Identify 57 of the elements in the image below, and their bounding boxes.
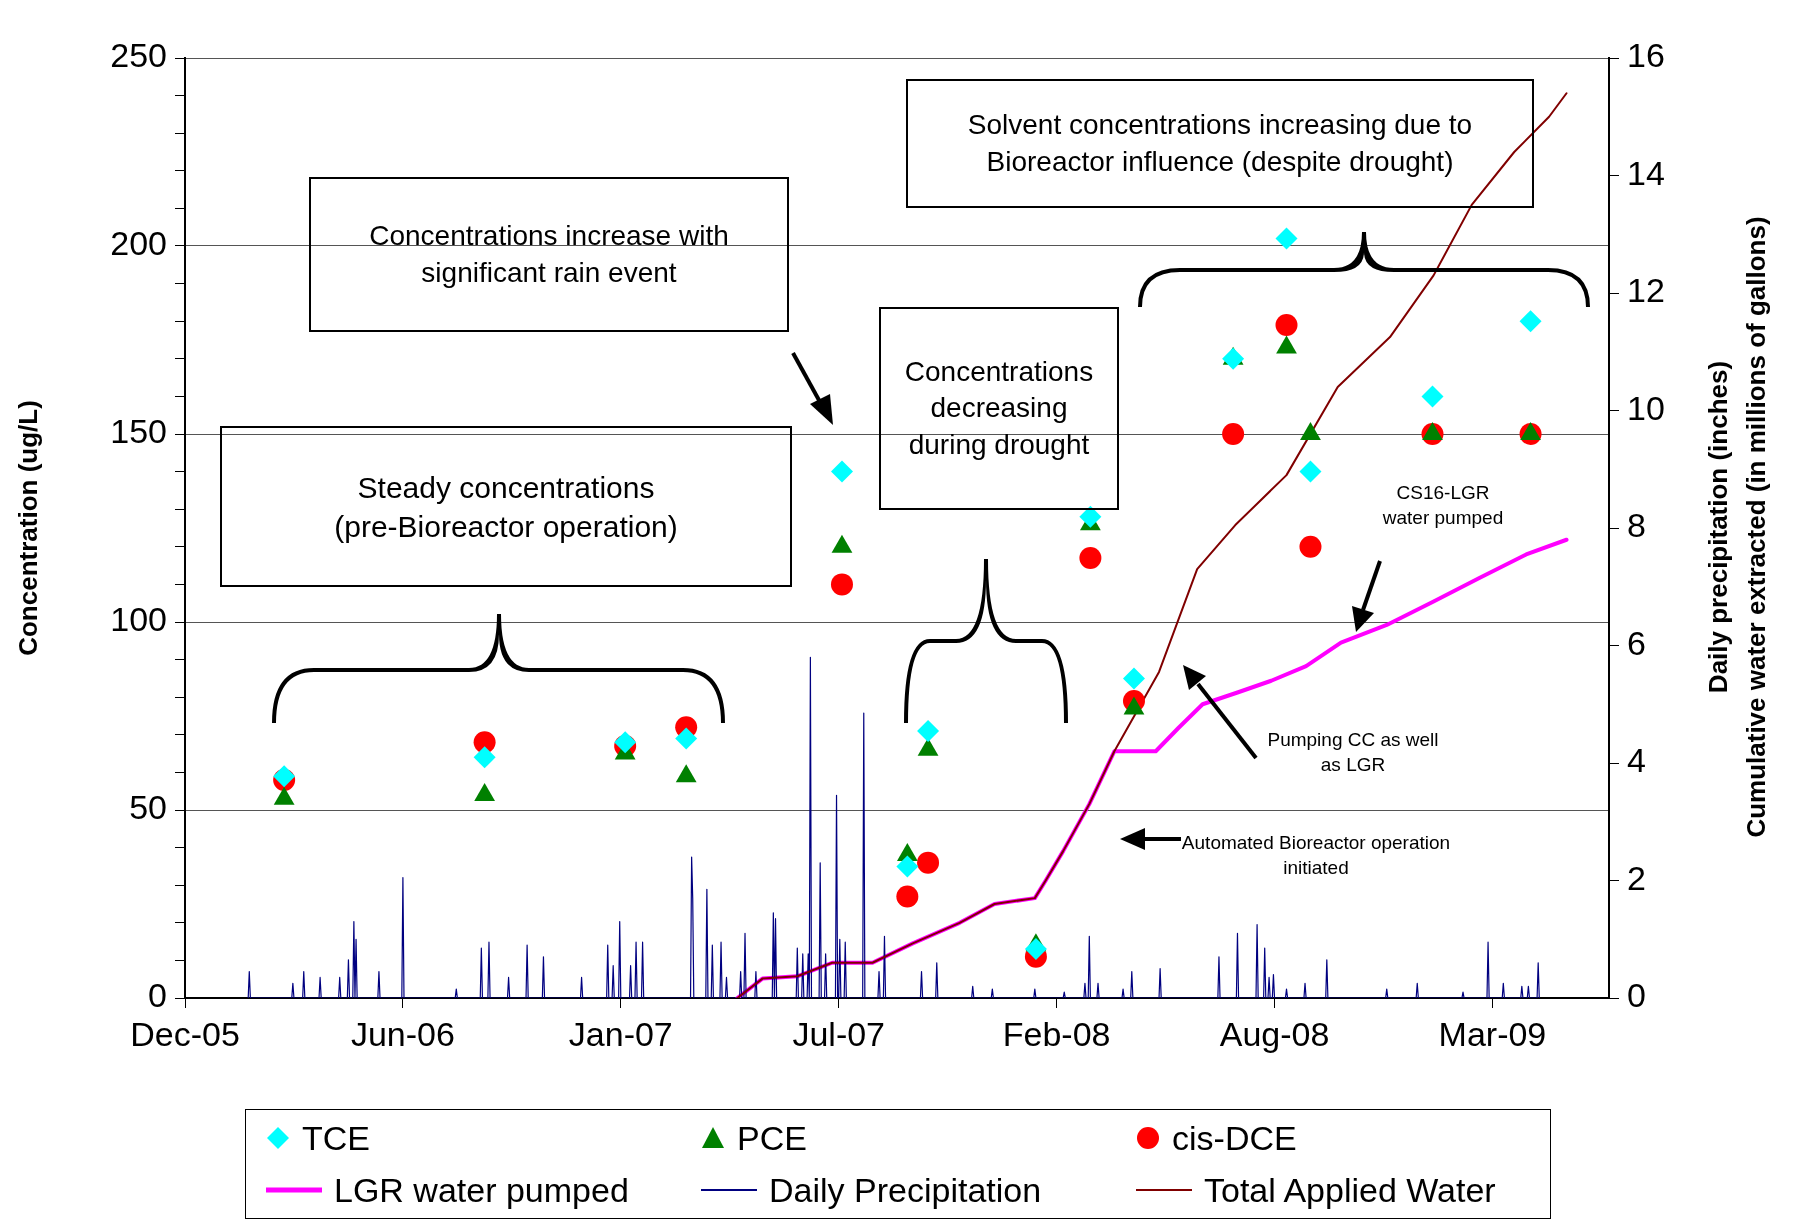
- y-tick-label: 150: [110, 412, 167, 451]
- x-tick-label: Jun-06: [350, 1014, 455, 1053]
- y-tick-label: 200: [110, 224, 167, 263]
- annotation: Pumping CC as well as LGR: [1267, 728, 1439, 777]
- y2-tick-label: 16: [1627, 36, 1665, 75]
- point: [1024, 938, 1047, 961]
- point: [1222, 347, 1245, 370]
- point: [1299, 535, 1322, 558]
- x-tick-label: Jul-07: [792, 1014, 886, 1053]
- point: [1079, 547, 1102, 570]
- y-axis-title: Concentration (ug/L): [12, 400, 43, 656]
- y2-axis-title: Daily precipitation (inches) Cumulative water extracted (in millions of gallons): [1702, 216, 1772, 838]
- point: [1519, 310, 1542, 333]
- x-tick-label: Jan-07: [568, 1014, 673, 1053]
- x-tick-label: Mar-09: [1438, 1014, 1547, 1053]
- annotation: Automated Bioreactor operation initiated: [1181, 831, 1451, 880]
- annotation: Concentrations increase with significant rain event: [309, 177, 789, 332]
- point: [896, 885, 919, 908]
- y2-tick-label: 14: [1627, 153, 1665, 192]
- point: [1122, 667, 1145, 690]
- y-tick-label: 250: [110, 36, 167, 75]
- x-tick-label: Aug-08: [1219, 1014, 1330, 1053]
- point: [917, 851, 940, 874]
- y-tick-label: 0: [148, 976, 167, 1015]
- y2-tick-label: 2: [1627, 858, 1646, 897]
- point: [1079, 505, 1102, 528]
- y2-tick-label: 8: [1627, 506, 1646, 545]
- annotation: Solvent concentrations increasing due to Bioreactor influence (despite drought): [906, 79, 1534, 208]
- point: [473, 746, 496, 769]
- point: [830, 460, 853, 483]
- point: [830, 573, 853, 596]
- y-tick-label: 50: [129, 788, 167, 827]
- legend-label: Total Applied Water: [1204, 1170, 1496, 1210]
- point: [1222, 423, 1245, 445]
- point: [675, 727, 698, 750]
- legend-label: cis-DCE: [1172, 1118, 1297, 1158]
- legend-label: LGR water pumped: [334, 1170, 629, 1210]
- annotation: CS16-LGR water pumped: [1382, 481, 1504, 530]
- x-tick-label: Dec-05: [130, 1014, 240, 1053]
- annotation: Concentrations decreasing during drought: [879, 307, 1119, 510]
- y2-tick-label: 4: [1627, 741, 1646, 780]
- point: [1275, 313, 1298, 336]
- y2-tick-label: 0: [1627, 976, 1646, 1015]
- annotation: Steady concentrations (pre-Bioreactor operation): [220, 426, 792, 587]
- y2-tick-label: 12: [1627, 271, 1665, 310]
- legend-label: PCE: [737, 1118, 807, 1158]
- legend-label: Daily Precipitation: [769, 1170, 1042, 1210]
- point: [917, 720, 940, 743]
- y2-tick-label: 6: [1627, 623, 1646, 662]
- y2-tick-label: 10: [1627, 388, 1665, 427]
- point: [1421, 385, 1444, 408]
- y-tick-label: 100: [110, 600, 167, 639]
- point: [1299, 460, 1322, 483]
- x-tick-label: Feb-08: [1002, 1014, 1111, 1053]
- point: [896, 855, 919, 878]
- legend-label: TCE: [302, 1118, 370, 1158]
- point: [1275, 227, 1298, 250]
